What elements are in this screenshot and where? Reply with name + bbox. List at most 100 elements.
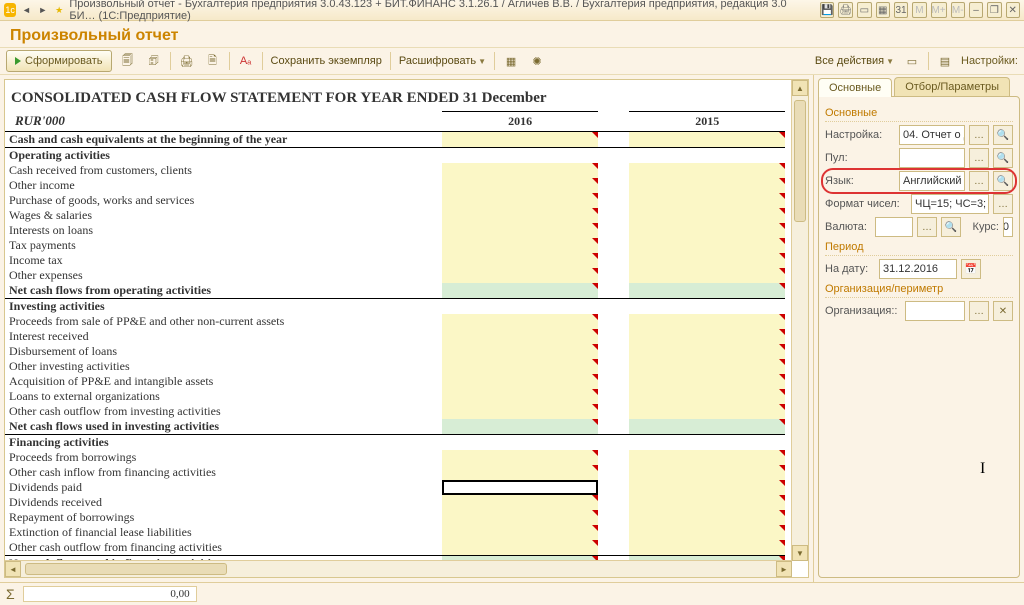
btn-pool-search-icon[interactable]: 🔍 (993, 148, 1013, 168)
btn-setting-dots[interactable]: … (969, 125, 989, 145)
btn-org-dots[interactable]: … (969, 301, 989, 321)
cell-2016[interactable] (442, 178, 598, 193)
tab-filter[interactable]: Отбор/Параметры (894, 77, 1010, 96)
cell-2016[interactable] (442, 450, 598, 465)
cell-2016[interactable] (442, 435, 598, 451)
cell-2015[interactable] (629, 435, 785, 451)
input-pool[interactable] (899, 148, 965, 168)
input-setting[interactable]: 04. Отчет о движении денеж (899, 125, 965, 145)
cell-2016[interactable] (442, 223, 598, 238)
btn-calendar-icon[interactable]: 📅 (961, 259, 981, 279)
cell-2015[interactable] (629, 132, 785, 148)
btn-format-dots[interactable]: … (993, 194, 1013, 214)
fwd-icon[interactable]: ► (37, 3, 49, 17)
restore-icon[interactable]: ❐ (987, 2, 1001, 18)
hscroll-thumb[interactable] (25, 563, 227, 575)
input-format[interactable]: ЧЦ=15; ЧС=3; ЧО=0 (911, 194, 989, 214)
cell-2015[interactable] (629, 193, 785, 208)
cell-2015[interactable] (629, 480, 785, 495)
run-button[interactable]: Сформировать (6, 50, 112, 72)
cell-2015[interactable] (629, 223, 785, 238)
cell-2015[interactable] (629, 314, 785, 329)
tb-print-icon[interactable]: 🖨 (838, 2, 853, 18)
cell-2015[interactable] (629, 238, 785, 253)
vscroll-thumb[interactable] (794, 100, 806, 222)
cell-2016[interactable] (442, 193, 598, 208)
input-date[interactable]: 31.12.2016 (879, 259, 957, 279)
decode-link[interactable]: Расшифровать▼ (397, 55, 488, 67)
scroll-down-icon[interactable]: ▼ (792, 545, 808, 561)
cell-2016[interactable] (442, 253, 598, 268)
btn-pool-dots[interactable]: … (969, 148, 989, 168)
cell-2016[interactable] (442, 148, 598, 164)
cell-2016[interactable] (442, 283, 598, 299)
m-icon[interactable]: M (912, 2, 926, 18)
paste-icon[interactable]: 🗊 (144, 51, 164, 71)
cell-2016[interactable] (442, 314, 598, 329)
cell-2016[interactable] (442, 359, 598, 374)
input-rate[interactable]: 0,0000 (1003, 217, 1013, 237)
cell-2016[interactable] (442, 465, 598, 480)
tb-save-icon[interactable]: 💾 (820, 2, 834, 18)
input-currency[interactable] (875, 217, 913, 237)
save-copy-link[interactable]: Сохранить экземпляр (269, 55, 384, 67)
cell-2016[interactable] (442, 404, 598, 419)
scroll-left-icon[interactable]: ◄ (5, 561, 21, 577)
minimize-icon[interactable]: – (969, 2, 983, 18)
cell-2015[interactable] (629, 510, 785, 525)
cell-2016[interactable] (442, 525, 598, 540)
horizontal-scrollbar[interactable]: ◄ ► (5, 560, 792, 577)
mminus-icon[interactable]: M- (951, 2, 965, 18)
cell-2016[interactable] (442, 329, 598, 344)
cell-2016[interactable] (442, 344, 598, 359)
scroll-right-icon[interactable]: ► (776, 561, 792, 577)
cell-2016[interactable] (442, 374, 598, 389)
cell-2015[interactable] (629, 540, 785, 556)
cell-2016[interactable] (442, 510, 598, 525)
cell-2016[interactable] (442, 299, 598, 315)
btn-cur-search-icon[interactable]: 🔍 (941, 217, 961, 237)
input-org[interactable] (905, 301, 965, 321)
cell-2016[interactable] (442, 540, 598, 556)
font-icon[interactable]: Aₐ (236, 51, 256, 71)
cell-2015[interactable] (629, 163, 785, 178)
cell-2015[interactable] (629, 178, 785, 193)
tb-cal-icon[interactable]: 31 (894, 2, 908, 18)
cell-2015[interactable] (629, 148, 785, 164)
input-language[interactable]: Английский (США) (899, 171, 965, 191)
mplus-icon[interactable]: M+ (931, 2, 947, 18)
cell-2015[interactable] (629, 329, 785, 344)
cell-2015[interactable] (629, 404, 785, 419)
cell-2016[interactable] (442, 495, 598, 510)
cell-2015[interactable] (629, 495, 785, 510)
grid-icon[interactable]: ▦ (501, 51, 521, 71)
cell-2016[interactable] (442, 132, 598, 148)
cell-2016[interactable] (442, 389, 598, 404)
cell-2016[interactable] (442, 208, 598, 223)
cell-2015[interactable] (629, 253, 785, 268)
cell-2016[interactable] (442, 163, 598, 178)
tab-main[interactable]: Основные (818, 78, 892, 97)
cell-2015[interactable] (629, 450, 785, 465)
btn-setting-search-icon[interactable]: 🔍 (993, 125, 1013, 145)
cell-2015[interactable] (629, 419, 785, 435)
settings-icon[interactable]: ▤ (935, 51, 955, 71)
tb-calc-icon[interactable]: ▦ (876, 2, 890, 18)
btn-lang-dots[interactable]: … (969, 171, 989, 191)
copy-icon[interactable]: 🗐 (118, 51, 138, 71)
all-actions-link[interactable]: Все действия▼ (813, 55, 896, 67)
btn-cur-dots[interactable]: … (917, 217, 937, 237)
cell-2015[interactable] (629, 374, 785, 389)
cell-2015[interactable] (629, 525, 785, 540)
cell-2016[interactable] (442, 268, 598, 283)
cell-2015[interactable] (629, 208, 785, 223)
vertical-scrollbar[interactable]: ▲ ▼ (791, 80, 808, 561)
print-icon[interactable]: 🗎 (203, 51, 223, 71)
cell-2016[interactable] (442, 419, 598, 435)
cell-2015[interactable] (629, 389, 785, 404)
cell-2015[interactable] (629, 283, 785, 299)
cell-2015[interactable] (629, 465, 785, 480)
cell-2016[interactable] (442, 480, 598, 495)
btn-org-clear-icon[interactable]: ✕ (993, 301, 1013, 321)
cell-2015[interactable] (629, 299, 785, 315)
